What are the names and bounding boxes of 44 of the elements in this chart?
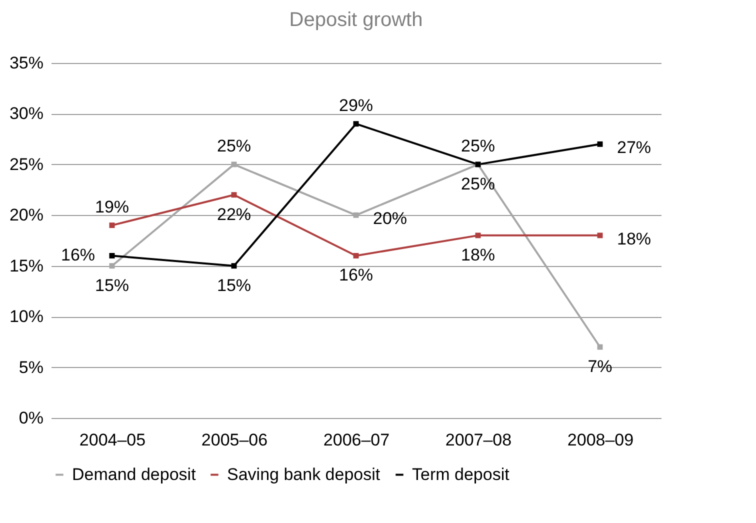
chart-title: Deposit growth [289, 9, 423, 31]
point [597, 232, 603, 238]
y-tick-label: 30% [9, 104, 44, 124]
x-tick-label: 2005–06 [201, 430, 268, 450]
data-label: 25% [460, 174, 496, 194]
data-label: 15% [216, 276, 252, 295]
point [231, 263, 237, 269]
point [597, 141, 603, 147]
legend-label: Demand deposit [72, 464, 196, 484]
y-tick-label: 15% [9, 256, 44, 276]
y-tick-label: 10% [9, 307, 44, 326]
x-tick-label: 2006–07 [323, 430, 390, 450]
data-label: 18% [616, 229, 652, 248]
legend-label: Term deposit [412, 464, 510, 484]
y-tick-label: 35% [9, 54, 44, 72]
point [353, 252, 359, 258]
point [109, 252, 115, 258]
point [353, 121, 359, 127]
y-tick-label: 0% [18, 408, 44, 428]
point [353, 212, 359, 218]
data-label: 19% [94, 197, 130, 216]
data-label: 29% [338, 96, 374, 115]
data-label: 7% [588, 357, 612, 376]
x-tick-label: 2007–08 [445, 430, 512, 450]
legend-label: Saving bank deposit [227, 464, 380, 484]
point [109, 222, 115, 228]
point [231, 162, 237, 168]
y-tick-label: 5% [18, 358, 44, 377]
point [475, 232, 481, 238]
data-label: 20% [372, 209, 408, 228]
data-label: 25% [216, 136, 252, 156]
y-tick-label: 20% [9, 206, 44, 225]
x-tick-label: 2008–09 [567, 430, 634, 450]
data-label: 22% [216, 204, 252, 224]
point [231, 192, 237, 198]
x-tick-label: 2004–05 [79, 430, 146, 450]
data-label: 25% [460, 136, 496, 156]
data-label: 16% [60, 246, 96, 265]
y-tick-label: 25% [9, 154, 44, 174]
data-label: 15% [94, 276, 130, 295]
point [109, 263, 115, 269]
data-label: 27% [616, 138, 652, 158]
data-label: 18% [460, 245, 496, 264]
data-label: 16% [338, 266, 374, 285]
